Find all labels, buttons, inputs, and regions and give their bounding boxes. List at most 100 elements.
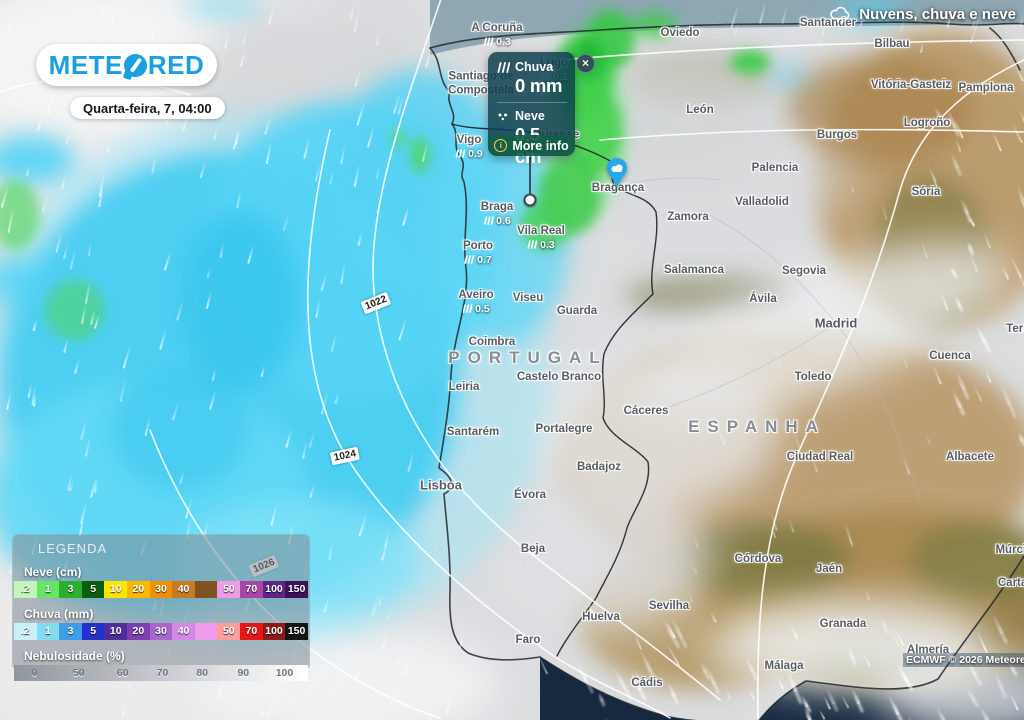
cloudiness-tick: 50 bbox=[72, 667, 85, 679]
map-label--vila: Ávila bbox=[749, 293, 777, 306]
scale-cell: 10 bbox=[104, 581, 128, 598]
rain-amount-label: 0.7 bbox=[463, 254, 493, 266]
map-label-valladolid: Valladolid bbox=[735, 196, 789, 209]
map-label-braga: Braga 0.6 bbox=[480, 201, 514, 227]
datetime-label: Quarta-feira, 7, 04:00 bbox=[83, 100, 212, 116]
map-label-oviedo: Oviedo bbox=[660, 27, 700, 40]
layer-indicator[interactable]: Nuvens, chuva e neve bbox=[829, 6, 1016, 23]
popup-close-button[interactable]: × bbox=[576, 54, 595, 73]
rain-amount-label: 0.6 bbox=[481, 215, 514, 227]
map-label-c-ceres: Cáceres bbox=[623, 405, 669, 418]
location-pin[interactable] bbox=[605, 157, 629, 190]
scale-cell bbox=[194, 581, 218, 598]
scale-cell: 5 bbox=[81, 581, 105, 598]
legend-title: LEGENDA bbox=[38, 541, 108, 556]
query-point-dot bbox=[523, 193, 537, 207]
map-label-sevilha: Sevilha bbox=[648, 600, 690, 613]
scale-cell: 150 bbox=[285, 623, 308, 640]
scale-cell: 30 bbox=[149, 623, 173, 640]
map-label-s-ria: Sória bbox=[911, 186, 941, 199]
more-info-button[interactable]: i More info bbox=[488, 135, 575, 156]
map-label-le-n: León bbox=[686, 104, 714, 117]
map-label-bilbau: Bilbau bbox=[874, 38, 910, 51]
cloudiness-tick: 100 bbox=[275, 667, 294, 679]
rain-amount-label: 0.5 bbox=[458, 303, 493, 315]
snow-icon bbox=[498, 113, 507, 120]
datetime-pill[interactable]: Quarta-feira, 7, 04:00 bbox=[70, 97, 225, 119]
scale-cell: .2 bbox=[14, 623, 37, 640]
info-icon: i bbox=[494, 139, 508, 152]
map-label-m-rcia: Múrcia bbox=[995, 544, 1024, 557]
cloudiness-tick: 90 bbox=[237, 667, 250, 679]
cloudiness-tick: 70 bbox=[156, 667, 169, 679]
map-label-cuenca: Cuenca bbox=[929, 350, 971, 363]
scale-cell: 70 bbox=[240, 623, 263, 640]
attribution: ECMWF © 2026 Meteored bbox=[903, 653, 1024, 667]
map-label-a-coru-a: A Coruña 0.3 bbox=[471, 22, 523, 48]
popup-snow-label: Neve bbox=[515, 109, 545, 123]
map-label-cartagena: Cartagena bbox=[997, 577, 1024, 590]
scale-cell bbox=[194, 623, 218, 640]
more-info-label: More info bbox=[512, 138, 569, 153]
rain-icon bbox=[462, 303, 473, 313]
scale-cell: .2 bbox=[14, 581, 37, 598]
legend-cloud-label: Nebulosidade (%) bbox=[24, 649, 125, 663]
map-label-espanha: ESPANHA bbox=[688, 416, 826, 436]
scale-cell: 40 bbox=[172, 623, 195, 640]
scale-cell: 5 bbox=[81, 623, 105, 640]
map-label-porto: Porto 0.7 bbox=[462, 240, 494, 266]
map-label-burgos: Burgos bbox=[816, 129, 858, 142]
map-label-vila-real: Vila Real 0.3 bbox=[517, 225, 565, 251]
map-label-c-rdova: Córdova bbox=[734, 553, 782, 566]
cloudiness-tick: 60 bbox=[116, 667, 129, 679]
popup-snow-row: Neve bbox=[497, 109, 567, 123]
scale-cell: 100 bbox=[262, 581, 286, 598]
map-label-vit-ria-gasteiz: Vitória-Gasteiz bbox=[870, 79, 952, 92]
map-label-zamora: Zamora bbox=[667, 211, 709, 224]
meteored-logo[interactable]: METE RED bbox=[36, 44, 217, 86]
cloudiness-scale: 0 50 60 70 80 90 100 bbox=[14, 665, 308, 681]
map-label-guarda: Guarda bbox=[556, 305, 598, 318]
map-label-logro-o: Logroño bbox=[903, 117, 951, 130]
map-label-santar-m: Santarém bbox=[446, 426, 500, 439]
legend-snow-label: Neve (cm) bbox=[24, 565, 82, 579]
rain-icon bbox=[527, 239, 538, 249]
scale-cell: 100 bbox=[262, 623, 286, 640]
rain-icon bbox=[483, 215, 494, 225]
popup-divider bbox=[497, 102, 567, 103]
map-label-palencia: Palencia bbox=[751, 162, 799, 175]
map-label-toledo: Toledo bbox=[794, 371, 832, 384]
map-label-vigo: Vigo 0.9 bbox=[455, 134, 483, 160]
meteored-o-icon bbox=[123, 53, 147, 77]
logo-text-left: METE bbox=[48, 49, 123, 80]
popup-rain-row: Chuva bbox=[497, 60, 567, 74]
map-label-aveiro: Aveiro 0.5 bbox=[458, 289, 494, 315]
rain-amount-label: 0.3 bbox=[517, 239, 565, 251]
layer-indicator-label: Nuvens, chuva e neve bbox=[859, 6, 1016, 23]
map-label-leiria: Leiria bbox=[448, 381, 480, 394]
scale-cell: 10 bbox=[104, 623, 128, 640]
rain-icon bbox=[483, 36, 494, 46]
map-label-bragan-a: Bragança bbox=[591, 182, 645, 195]
map-label-viseu: Viseu bbox=[512, 292, 544, 305]
map-label--vora: Évora bbox=[514, 489, 546, 502]
popup-leader-line bbox=[529, 157, 531, 198]
cloud-precip-icon bbox=[830, 6, 850, 23]
rain-icon bbox=[464, 254, 475, 264]
popup-rain-label: Chuva bbox=[515, 60, 554, 74]
popup-rain-value: 0 mm bbox=[515, 75, 563, 96]
map-label-beja: Beja bbox=[520, 543, 546, 556]
map-label-ja-n: Jaén bbox=[815, 563, 843, 576]
rain-icon bbox=[497, 61, 510, 73]
map-label-badajoz: Badajoz bbox=[576, 461, 622, 474]
scale-cell: 3 bbox=[59, 623, 82, 640]
scale-cell: 20 bbox=[127, 581, 150, 598]
scale-cell: 1 bbox=[36, 623, 60, 640]
scale-cell: 20 bbox=[127, 623, 150, 640]
rain-icon bbox=[455, 148, 466, 158]
weather-data-popup: Chuva 0 mm Neve 0.5 cm i More info bbox=[488, 52, 575, 167]
map-label-granada: Granada bbox=[819, 618, 867, 631]
scale-cell: 40 bbox=[172, 581, 195, 598]
legend-rain-label: Chuva (mm) bbox=[24, 607, 94, 621]
